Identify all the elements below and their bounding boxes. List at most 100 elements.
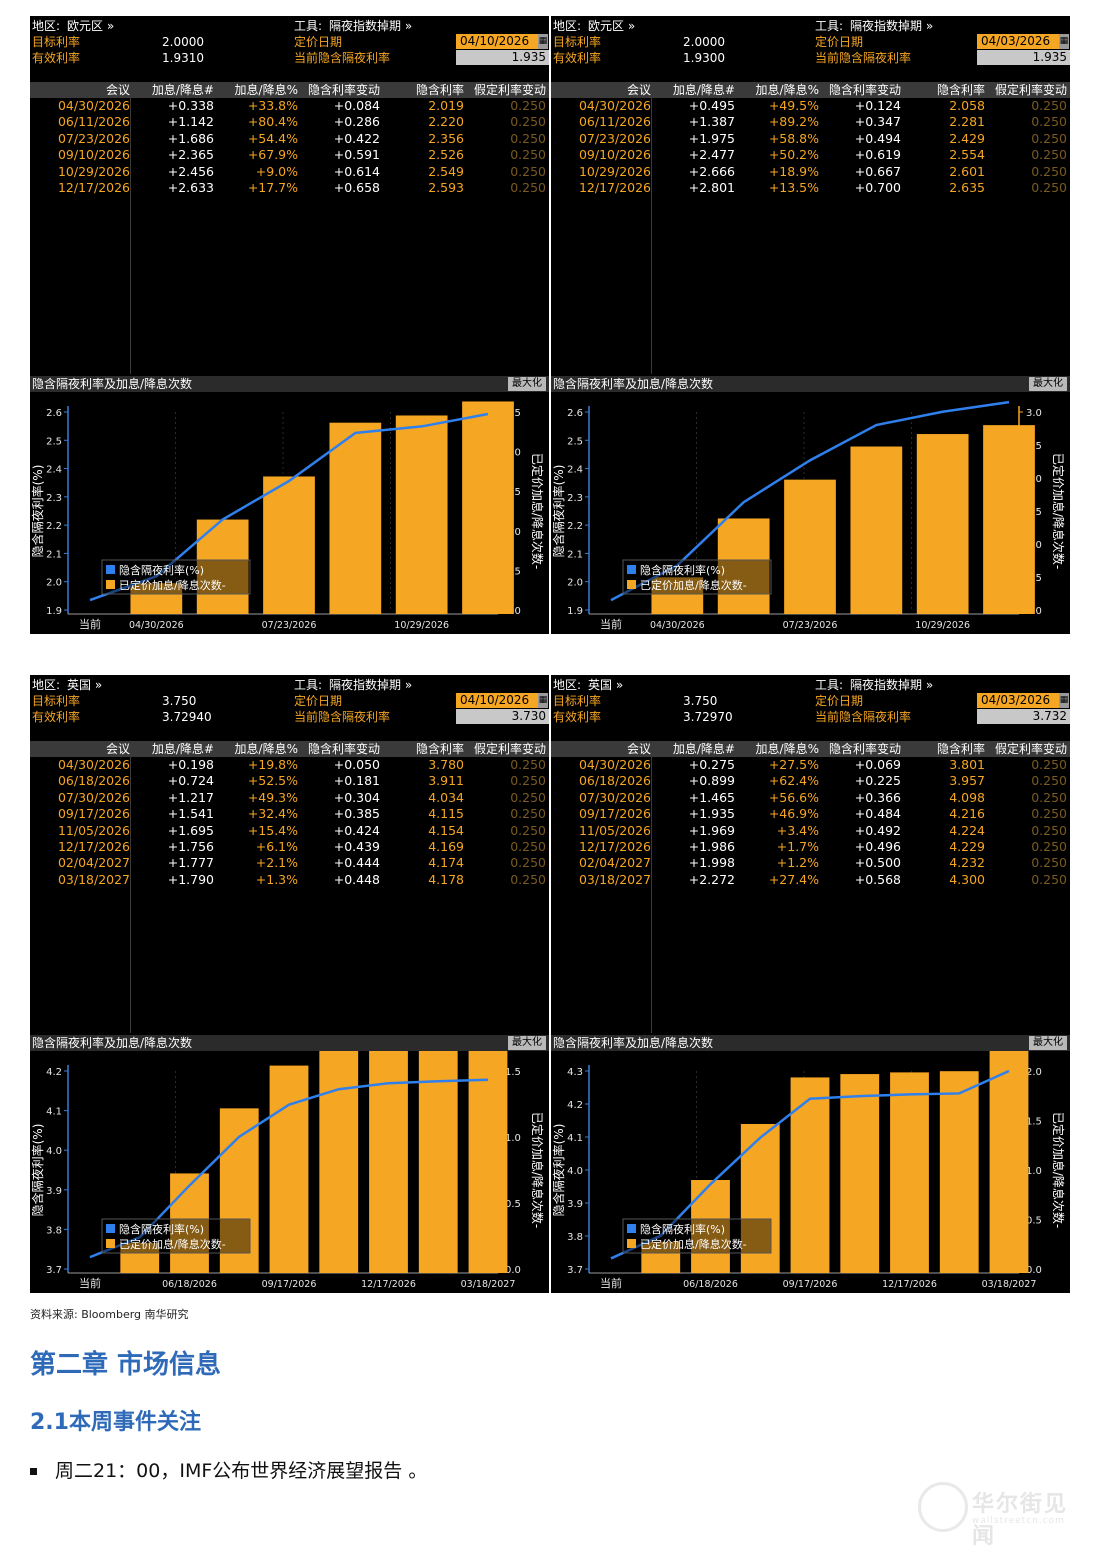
column-header[interactable]: 隐含利率变动	[828, 83, 901, 97]
x-tick-label: 09/17/2026	[783, 1279, 838, 1290]
column-header[interactable]: 隐含利率变动	[307, 83, 380, 97]
table-row[interactable]: 09/10/2026 +2.365 +67.9% +0.591 2.526 0.250	[30, 147, 549, 163]
column-header[interactable]: 假定利率变动	[994, 742, 1067, 756]
table-cell: 4.216	[949, 806, 985, 822]
table-row[interactable]: 06/11/2026 +1.387 +89.2% +0.347 2.281 0.250	[551, 114, 1070, 130]
column-header[interactable]: 加息/降息%	[234, 742, 298, 756]
column-header[interactable]: 隐含利率变动	[828, 742, 901, 756]
column-header[interactable]: 隐含利率变动	[307, 742, 380, 756]
table-row[interactable]: 07/30/2026 +1.217 +49.3% +0.304 4.034 0.250	[30, 790, 549, 806]
table-row[interactable]: 07/23/2026 +1.686 +54.4% +0.422 2.356 0.250	[30, 131, 549, 147]
region-value[interactable]: 英国 »	[588, 678, 624, 692]
table-row[interactable]: 12/17/2026 +1.756 +6.1% +0.439 4.169 0.250	[30, 839, 549, 855]
maximize-button[interactable]: 最大化	[508, 1036, 546, 1050]
table-row[interactable]: 03/18/2027 +1.790 +1.3% +0.448 4.178 0.250	[30, 872, 549, 888]
column-header[interactable]: 加息/降息%	[755, 742, 819, 756]
column-header[interactable]: 加息/降息#	[151, 742, 214, 756]
table-cell: +0.495	[688, 98, 735, 113]
table-row[interactable]: 07/23/2026 +1.975 +58.8% +0.494 2.429 0.250	[551, 131, 1070, 147]
column-header[interactable]: 加息/降息#	[672, 742, 735, 756]
table-row[interactable]: 06/18/2026 +0.899 +62.4% +0.225 3.957 0.250	[551, 773, 1070, 789]
x-tick-label: 当前	[79, 617, 101, 631]
table-row[interactable]: 09/17/2026 +1.935 +46.9% +0.484 4.216 0.250	[551, 806, 1070, 822]
pricing-date-input[interactable]: 04/03/2026	[977, 693, 1061, 708]
column-header[interactable]: 假定利率变动	[473, 742, 546, 756]
table-row[interactable]: 04/30/2026 +0.275 +27.5% +0.069 3.801 0.250	[551, 757, 1070, 773]
table-row[interactable]: 11/05/2026 +1.969 +3.4% +0.492 4.224 0.250	[551, 823, 1070, 839]
tool-value[interactable]: 隔夜指数掉期 »	[850, 19, 934, 33]
column-divider	[130, 98, 131, 374]
column-header[interactable]: 假定利率变动	[994, 83, 1067, 97]
calendar-icon[interactable]: ▦	[1059, 34, 1069, 49]
table-cell: 0.250	[1031, 163, 1067, 179]
column-header[interactable]: 会议	[105, 83, 130, 97]
legend-bar-swatch	[627, 580, 636, 589]
bar-mark	[120, 1242, 160, 1273]
tool-value[interactable]: 隔夜指数掉期 »	[329, 678, 413, 692]
table-row[interactable]: 04/30/2026 +0.198 +19.8% +0.050 3.780 0.250	[30, 757, 549, 773]
table-cell: +1.756	[167, 838, 214, 854]
table-row[interactable]: 06/18/2026 +0.724 +52.5% +0.181 3.911 0.250	[30, 773, 549, 789]
column-header[interactable]: 加息/降息#	[151, 83, 214, 97]
meeting-table: 04/30/2026 +0.275 +27.5% +0.069 3.801 0.250 06…	[551, 757, 1070, 888]
table-row[interactable]: 04/30/2026 +0.495 +49.5% +0.124 2.058 0.250	[551, 98, 1070, 114]
column-header[interactable]: 加息/降息#	[672, 83, 735, 97]
column-header[interactable]: 隐含利率	[415, 83, 464, 97]
column-header[interactable]: 隐含利率	[936, 742, 985, 756]
table-cell: +0.494	[854, 130, 901, 146]
column-header[interactable]: 会议	[105, 742, 130, 756]
table-row[interactable]: 11/05/2026 +1.695 +15.4% +0.424 4.154 0.250	[30, 823, 549, 839]
table-row[interactable]: 12/17/2026 +2.801 +13.5% +0.700 2.635 0.250	[551, 180, 1070, 196]
calendar-icon[interactable]: ▦	[1059, 693, 1069, 708]
pricing-date-input[interactable]: 04/10/2026	[456, 693, 540, 708]
chart-title: 隐含隔夜利率及加息/降息次数	[32, 377, 193, 391]
maximize-button[interactable]: 最大化	[1029, 377, 1067, 391]
left-tick-label: 3.8	[46, 1225, 62, 1236]
pricing-date-input[interactable]: 04/10/2026	[456, 34, 540, 49]
table-row[interactable]: 10/29/2026 +2.456 +9.0% +0.614 2.549 0.250	[30, 164, 549, 180]
legend-box	[622, 559, 772, 595]
table-cell: 3.957	[949, 773, 985, 789]
column-header[interactable]: 加息/降息%	[234, 83, 298, 97]
chart-titlebar: 隐含隔夜利率及加息/降息次数 最大化	[30, 376, 549, 392]
table-cell: 4.229	[949, 838, 985, 854]
table-row[interactable]: 03/18/2027 +2.272 +27.4% +0.568 4.300 0.250	[551, 872, 1070, 888]
table-cell: 07/30/2026	[57, 789, 130, 805]
calendar-icon[interactable]: ▦	[538, 693, 548, 708]
column-header[interactable]: 会议	[626, 742, 651, 756]
target-rate-value: 3.750	[683, 694, 718, 708]
region-value[interactable]: 欧元区 »	[588, 19, 636, 33]
bar-mark	[691, 1179, 730, 1273]
table-cell: 09/17/2026	[57, 806, 130, 822]
table-row[interactable]: 10/29/2026 +2.666 +18.9% +0.667 2.601 0.250	[551, 164, 1070, 180]
tool-value[interactable]: 隔夜指数掉期 »	[850, 678, 934, 692]
region-value[interactable]: 欧元区 »	[67, 19, 115, 33]
table-row[interactable]: 02/04/2027 +1.777 +2.1% +0.444 4.174 0.250	[30, 855, 549, 871]
table-row[interactable]: 09/10/2026 +2.477 +50.2% +0.619 2.554 0.250	[551, 147, 1070, 163]
table-cell: +54.4%	[247, 130, 298, 146]
pricing-date-input[interactable]: 04/03/2026	[977, 34, 1061, 49]
table-row[interactable]: 12/17/2026 +1.986 +1.7% +0.496 4.229 0.250	[551, 839, 1070, 855]
tool-value[interactable]: 隔夜指数掉期 »	[329, 19, 413, 33]
table-row[interactable]: 12/17/2026 +2.633 +17.7% +0.658 2.593 0.250	[30, 180, 549, 196]
implied-rate-line	[89, 412, 489, 602]
maximize-button[interactable]: 最大化	[508, 377, 546, 391]
calendar-icon[interactable]: ▦	[538, 34, 548, 49]
table-row[interactable]: 07/30/2026 +1.465 +56.6% +0.366 4.098 0.250	[551, 790, 1070, 806]
table-cell: +1.387	[688, 114, 735, 130]
region-value[interactable]: 英国 »	[67, 678, 103, 692]
table-cell: +1.217	[167, 789, 214, 805]
column-header[interactable]: 假定利率变动	[473, 83, 546, 97]
column-header[interactable]: 会议	[626, 83, 651, 97]
table-cell: 0.250	[510, 163, 546, 179]
column-header[interactable]: 加息/降息%	[755, 83, 819, 97]
table-row[interactable]: 02/04/2027 +1.998 +1.2% +0.500 4.232 0.250	[551, 855, 1070, 871]
table-cell: +13.5%	[768, 179, 819, 195]
maximize-button[interactable]: 最大化	[1029, 1036, 1067, 1050]
table-row[interactable]: 06/11/2026 +1.142 +80.4% +0.286 2.220 0.250	[30, 114, 549, 130]
table-row[interactable]: 09/17/2026 +1.541 +32.4% +0.385 4.115 0.250	[30, 806, 549, 822]
column-header[interactable]: 隐含利率	[936, 83, 985, 97]
table-cell: 0.250	[510, 855, 546, 871]
column-header[interactable]: 隐含利率	[415, 742, 464, 756]
table-row[interactable]: 04/30/2026 +0.338 +33.8% +0.084 2.019 0.250	[30, 98, 549, 114]
